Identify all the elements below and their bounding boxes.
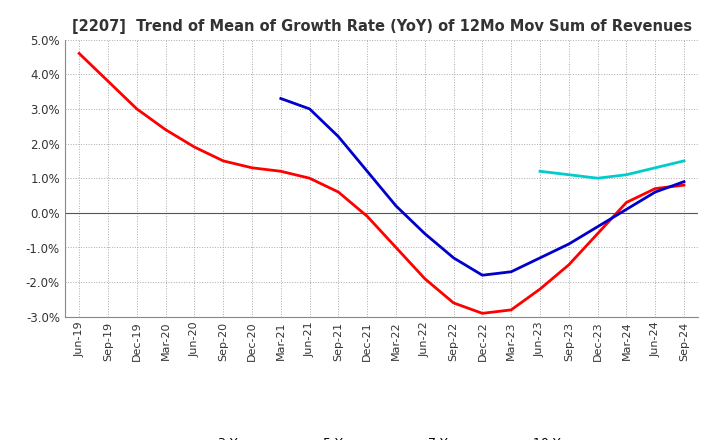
5 Years — [478, 272, 487, 278]
5 Years — [593, 224, 602, 229]
5 Years — [392, 203, 400, 209]
3 Years — [104, 78, 112, 84]
5 Years — [507, 269, 516, 275]
7 Years — [593, 176, 602, 181]
3 Years — [420, 276, 429, 281]
7 Years — [651, 165, 660, 170]
3 Years — [593, 231, 602, 236]
3 Years — [219, 158, 228, 164]
Line: 3 Years: 3 Years — [79, 53, 684, 313]
7 Years — [680, 158, 688, 164]
3 Years — [248, 165, 256, 170]
3 Years — [680, 183, 688, 188]
3 Years — [449, 300, 458, 305]
5 Years — [305, 106, 314, 111]
3 Years — [363, 214, 372, 219]
3 Years — [334, 189, 343, 194]
5 Years — [564, 242, 573, 247]
5 Years — [334, 134, 343, 139]
5 Years — [622, 207, 631, 212]
5 Years — [651, 189, 660, 194]
3 Years — [161, 127, 170, 132]
Legend: 3 Years, 5 Years, 7 Years, 10 Years: 3 Years, 5 Years, 7 Years, 10 Years — [172, 432, 591, 440]
3 Years — [75, 51, 84, 56]
5 Years — [420, 231, 429, 236]
3 Years — [507, 307, 516, 312]
5 Years — [276, 96, 285, 101]
3 Years — [622, 200, 631, 205]
3 Years — [305, 176, 314, 181]
Line: 7 Years: 7 Years — [540, 161, 684, 178]
3 Years — [392, 245, 400, 250]
Line: 5 Years: 5 Years — [281, 99, 684, 275]
3 Years — [564, 262, 573, 268]
3 Years — [536, 286, 544, 292]
7 Years — [622, 172, 631, 177]
3 Years — [190, 144, 199, 150]
Title: [2207]  Trend of Mean of Growth Rate (YoY) of 12Mo Mov Sum of Revenues: [2207] Trend of Mean of Growth Rate (YoY… — [71, 19, 692, 34]
5 Years — [449, 255, 458, 260]
3 Years — [276, 169, 285, 174]
7 Years — [536, 169, 544, 174]
7 Years — [564, 172, 573, 177]
3 Years — [651, 186, 660, 191]
5 Years — [536, 255, 544, 260]
3 Years — [478, 311, 487, 316]
5 Years — [680, 179, 688, 184]
5 Years — [363, 169, 372, 174]
3 Years — [132, 106, 141, 111]
